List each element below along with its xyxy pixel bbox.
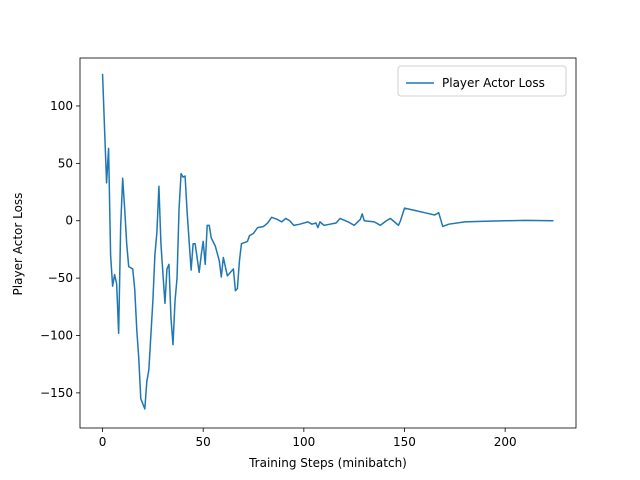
y-tick-label: 0 [65, 214, 73, 228]
x-tick-label: 150 [393, 435, 416, 449]
x-tick-label: 50 [196, 435, 211, 449]
legend-box [397, 65, 567, 97]
x-tick-label: 0 [99, 435, 107, 449]
y-tick-label: 50 [58, 156, 73, 170]
x-axis-label: Training Steps (minibatch) [248, 456, 407, 470]
y-tick-label: 100 [50, 99, 73, 113]
x-tick-label: 100 [292, 435, 315, 449]
y-axis-label: Player Actor Loss [11, 193, 25, 296]
data-line [101, 73, 554, 410]
y-tick-label: −50 [48, 271, 73, 285]
plot-frame [79, 57, 577, 429]
y-tick-label: −150 [40, 386, 73, 400]
legend-label: Player Actor Loss [442, 76, 545, 90]
x-tick-label: 200 [494, 435, 517, 449]
y-tick-label: −100 [40, 329, 73, 343]
